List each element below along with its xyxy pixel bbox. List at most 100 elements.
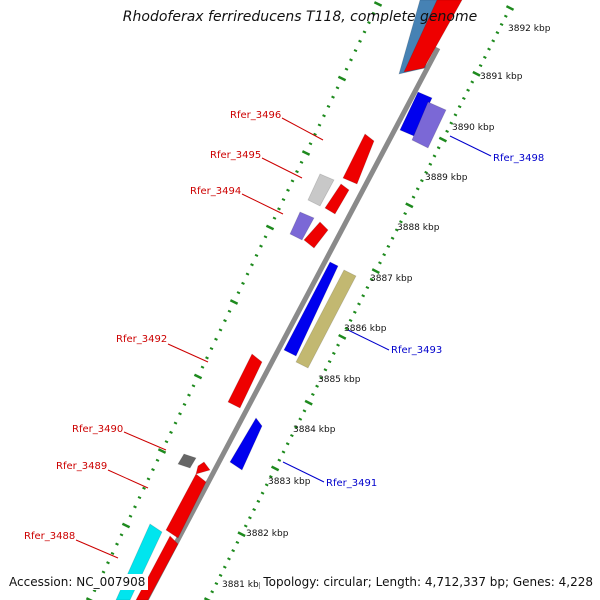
major-tick	[505, 5, 515, 11]
minor-tick	[191, 384, 196, 388]
label-leader-line	[123, 431, 167, 451]
minor-tick	[281, 450, 286, 454]
minor-tick	[348, 318, 353, 323]
minor-tick	[382, 253, 387, 257]
minor-tick	[209, 346, 214, 351]
minor-tick	[403, 211, 408, 216]
minor-tick	[344, 327, 349, 331]
minor-tick	[290, 433, 294, 438]
outer-ruler	[203, 5, 515, 600]
gene-blue-3491	[229, 417, 263, 471]
minor-tick	[336, 343, 340, 347]
minor-tick	[495, 31, 500, 35]
minor-tick	[295, 170, 299, 174]
minor-tick	[214, 581, 219, 586]
gene-blue-3493a	[283, 261, 339, 357]
minor-tick	[470, 80, 475, 84]
minor-tick	[269, 475, 273, 479]
minor-tick	[361, 294, 366, 298]
minor-tick	[390, 236, 395, 240]
minor-tick	[245, 272, 250, 276]
minor-tick	[119, 533, 124, 537]
major-tick	[157, 448, 167, 454]
label-leader-line	[75, 539, 119, 559]
major-tick	[405, 202, 414, 209]
backbone-line	[143, 46, 441, 600]
minor-tick	[302, 409, 307, 413]
minor-tick	[299, 160, 304, 164]
gene-features	[115, 0, 463, 600]
minor-tick	[236, 291, 241, 295]
kbp-label: 3888 kbp	[397, 223, 440, 233]
gene-khaki-3493	[295, 269, 357, 369]
kbp-label: 3885 kbp	[318, 375, 361, 385]
minor-tick	[241, 281, 245, 285]
minor-tick	[210, 590, 215, 594]
kbp-label: 3886 kbp	[344, 324, 387, 334]
minor-tick	[277, 458, 282, 462]
minor-tick	[453, 113, 458, 117]
label-leader-lines	[75, 117, 492, 559]
minor-tick	[187, 393, 191, 397]
minor-tick	[319, 376, 324, 380]
minor-tick	[503, 14, 508, 18]
major-tick	[229, 299, 239, 305]
kbp-label: 3882 kbp	[246, 529, 289, 539]
minor-tick	[326, 104, 331, 109]
minor-tick	[457, 105, 462, 109]
gene-purple-3498	[411, 101, 447, 149]
minor-tick	[281, 197, 286, 202]
minor-tick	[256, 499, 261, 503]
minor-tick	[263, 235, 268, 239]
minor-tick	[386, 244, 391, 249]
major-tick	[270, 465, 280, 472]
minor-tick	[424, 170, 428, 175]
minor-tick	[164, 440, 169, 444]
major-tick	[301, 150, 311, 156]
gene-red-3496	[342, 133, 375, 185]
minor-tick	[254, 253, 259, 258]
minor-tick	[218, 328, 223, 332]
kbp-label: 3881 kbp	[222, 580, 265, 590]
kbp-label: 3883 kbp	[268, 477, 311, 487]
accession-text: Accession: NC_007908	[6, 574, 149, 590]
minor-tick	[323, 368, 328, 372]
major-tick	[304, 399, 313, 406]
minor-tick	[357, 302, 361, 306]
major-tick	[371, 268, 380, 275]
minor-tick	[146, 477, 151, 481]
minor-tick	[115, 542, 119, 546]
minor-tick	[335, 86, 340, 90]
minor-tick	[259, 244, 263, 248]
minor-tick	[178, 412, 182, 416]
gene-red-3489	[165, 473, 207, 539]
minor-tick	[298, 417, 303, 421]
minor-tick	[285, 442, 290, 446]
minor-tick	[331, 351, 336, 355]
major-tick	[265, 224, 275, 231]
minor-tick	[378, 261, 382, 265]
gene-red-3490b	[195, 461, 211, 475]
kbp-label: 3887 kbp	[370, 274, 413, 284]
minor-tick	[200, 365, 205, 369]
minor-tick	[313, 132, 317, 136]
minor-tick	[420, 179, 424, 183]
minor-tick	[487, 47, 491, 51]
minor-tick	[227, 309, 232, 313]
kbp-label: 3889 kbp	[425, 173, 468, 183]
minor-tick	[151, 468, 155, 472]
gene-red-3495b	[324, 183, 350, 215]
minor-tick	[482, 55, 487, 59]
minor-tick	[243, 524, 248, 528]
label-leader-line	[241, 193, 284, 215]
gene-darkgray-3490	[177, 453, 197, 469]
minor-tick	[173, 421, 178, 425]
gene-name-label: Rfer_3490	[72, 424, 123, 435]
minor-tick	[169, 430, 173, 434]
gene-purple-3494	[289, 211, 315, 241]
major-tick	[121, 522, 131, 529]
minor-tick	[205, 356, 209, 360]
minor-tick	[182, 402, 187, 407]
minor-tick	[317, 123, 322, 127]
minor-tick	[499, 22, 504, 27]
